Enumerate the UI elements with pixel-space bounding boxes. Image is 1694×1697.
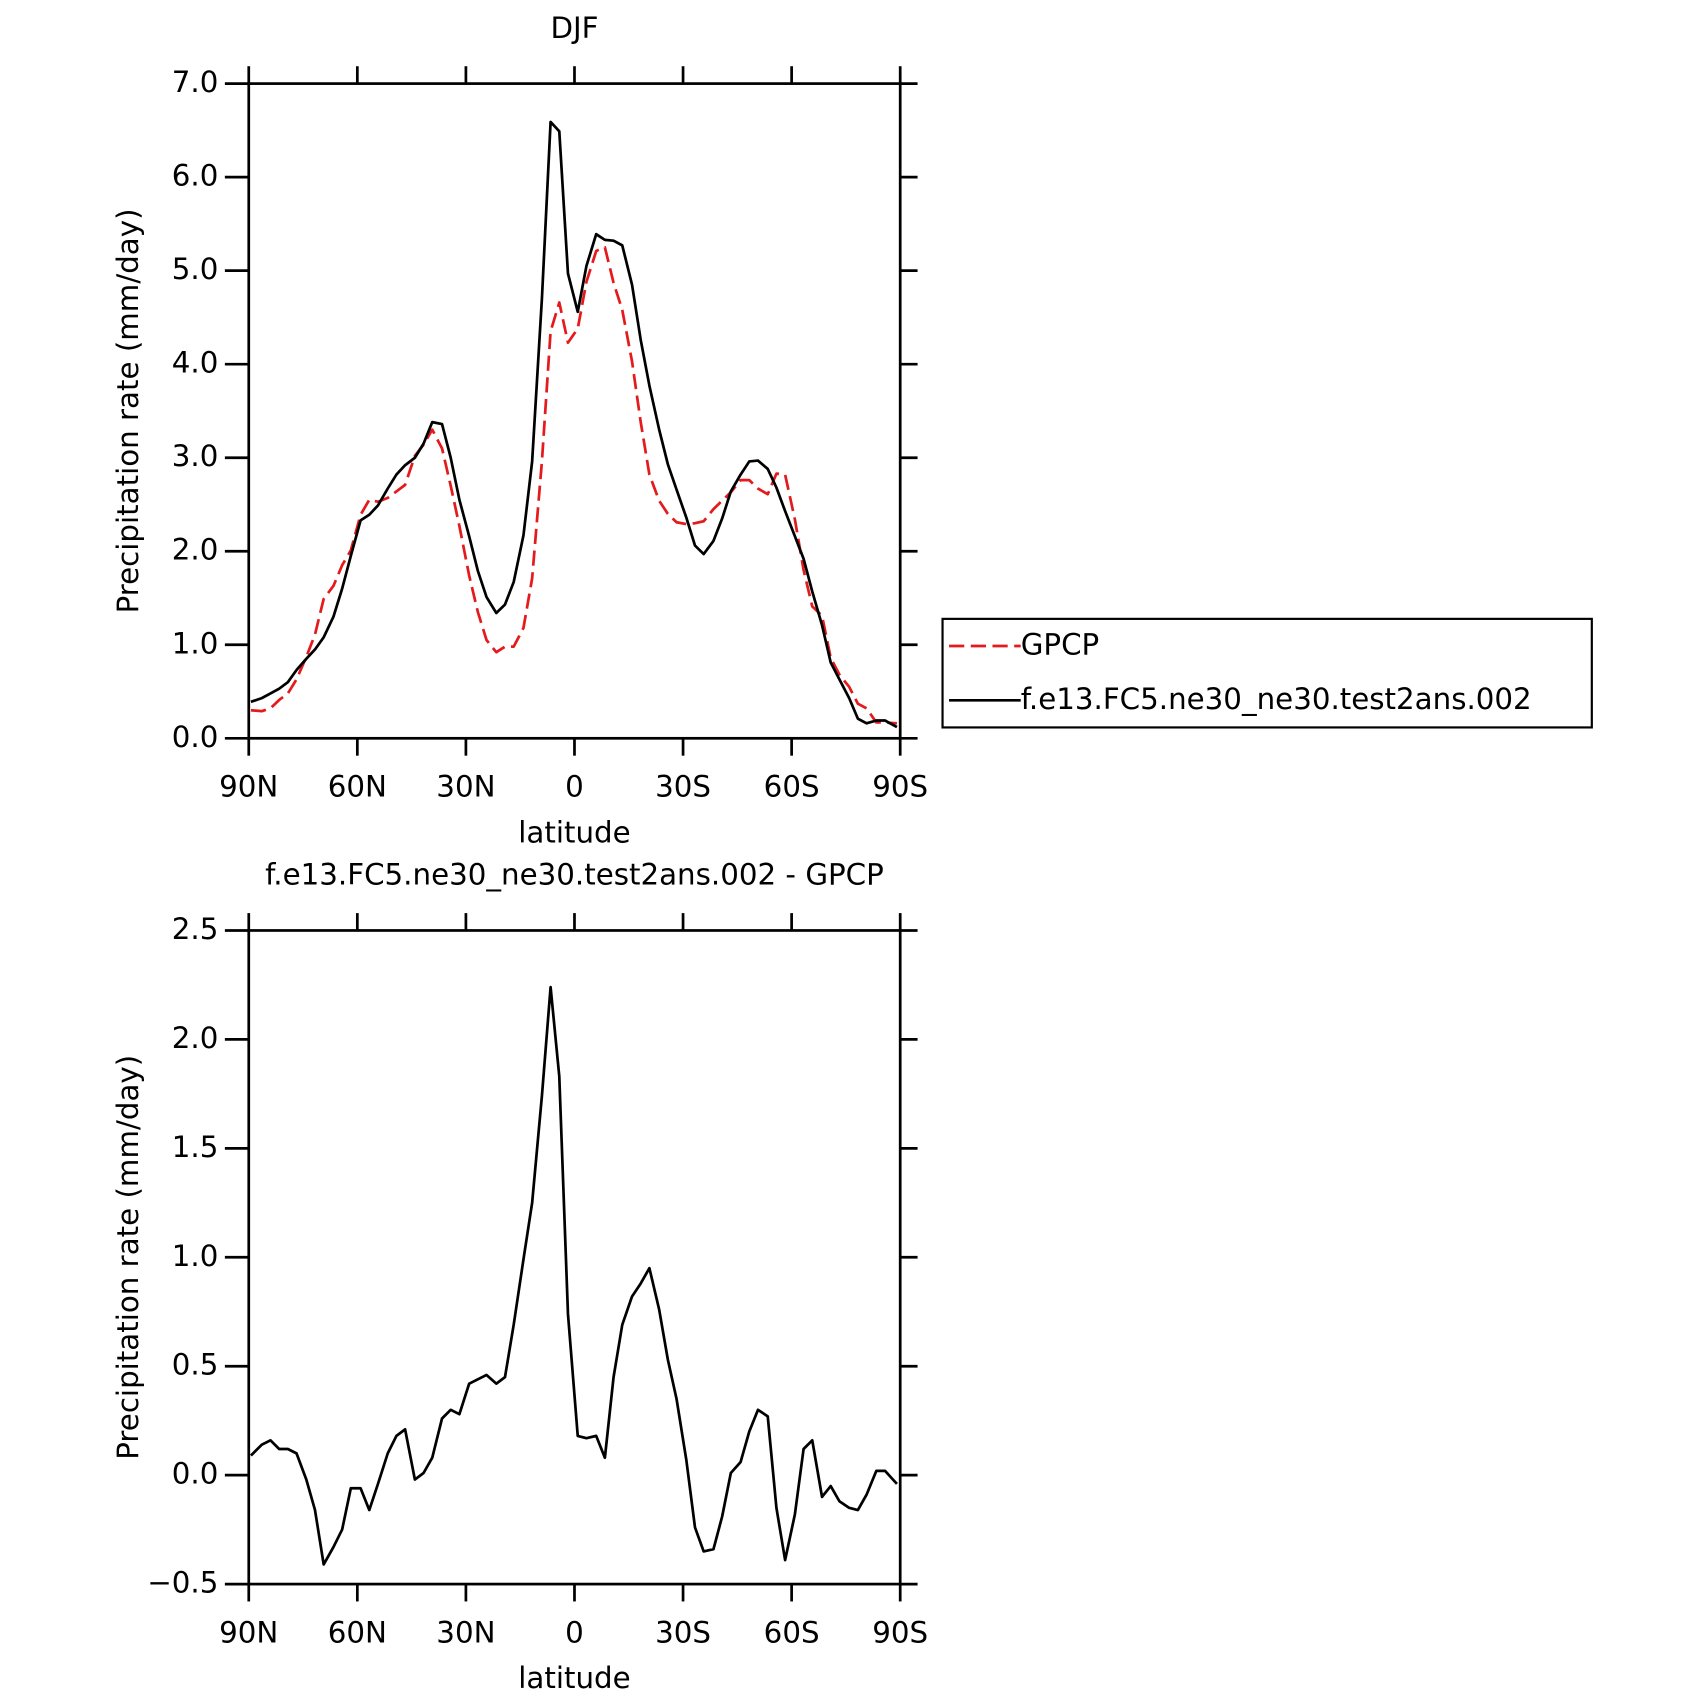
y-tick-label: 0.0: [172, 720, 219, 754]
chart-title: f.e13.FC5.ne30_ne30.test2ans.002 - GPCP: [265, 858, 884, 892]
data-line: [249, 985, 898, 1566]
x-axis-label: latitude: [518, 1661, 630, 1695]
x-tick-label: 90N: [219, 770, 278, 804]
legend-label: GPCP: [1021, 628, 1099, 662]
x-tick-label: 90N: [219, 1616, 278, 1650]
data-line: [250, 245, 898, 725]
y-axis-label: Precipitation rate (mm/day): [111, 1055, 145, 1460]
y-tick-label: 3.0: [172, 439, 219, 473]
x-tick-label: 90S: [872, 770, 928, 804]
x-tick-label: 0: [565, 770, 584, 804]
x-tick-label: 30S: [655, 1616, 711, 1650]
x-tick-label: 60S: [764, 1616, 820, 1650]
x-tick-label: 60N: [328, 1616, 387, 1650]
y-tick-label: 2.0: [172, 1021, 219, 1055]
legend-label: f.e13.FC5.ne30_ne30.test2ans.002: [1021, 682, 1532, 716]
y-tick-label: 2.5: [172, 912, 219, 946]
chart-title: DJF: [550, 11, 598, 45]
data-line: [250, 120, 898, 729]
y-tick-label: 0.0: [172, 1457, 219, 1491]
y-tick-label: 2.0: [172, 533, 219, 567]
x-tick-label: 90S: [872, 1616, 928, 1650]
x-tick-label: 0: [565, 1616, 584, 1650]
x-axis-label: latitude: [518, 815, 630, 849]
legend-box: [941, 617, 1593, 729]
y-tick-label: 1.5: [172, 1130, 219, 1164]
y-tick-label: 4.0: [172, 346, 219, 380]
x-tick-label: 30N: [436, 1616, 495, 1650]
x-tick-label: 60N: [328, 770, 387, 804]
plot-frame: [247, 929, 902, 1586]
y-tick-label: 5.0: [172, 252, 219, 286]
y-tick-label: 1.0: [172, 1239, 219, 1273]
plot-frame: [247, 82, 902, 740]
y-tick-label: 1.0: [172, 626, 219, 660]
x-tick-label: 30S: [655, 770, 711, 804]
x-tick-label: 30N: [436, 770, 495, 804]
y-tick-label: −0.5: [147, 1566, 218, 1600]
y-tick-label: 6.0: [172, 159, 219, 193]
x-tick-label: 60S: [764, 770, 820, 804]
y-axis-label: Precipitation rate (mm/day): [111, 208, 145, 613]
y-tick-label: 0.5: [172, 1348, 219, 1382]
y-tick-label: 7.0: [172, 65, 219, 99]
